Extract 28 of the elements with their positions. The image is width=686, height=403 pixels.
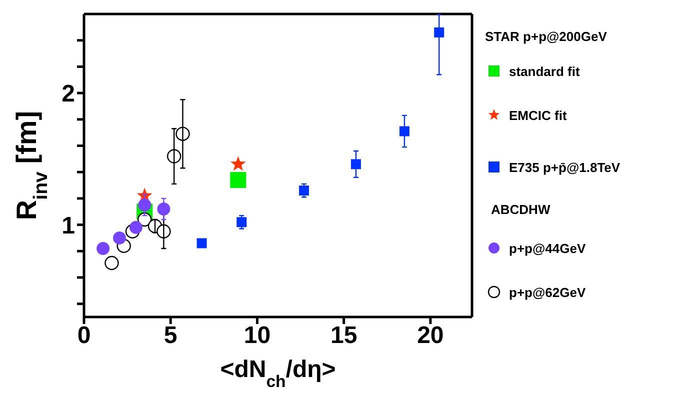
point [166,149,182,164]
point [230,172,246,188]
x-tick-label: 20 [417,322,444,350]
point [236,217,247,228]
point [196,238,207,248]
point [104,256,119,270]
y-tick-label: 1 [62,212,75,240]
point [350,159,361,170]
y-tick-label: 2 [62,80,75,108]
legend-label: EMCIC fit [509,108,567,122]
x-tick-label: 15 [330,322,358,350]
point [138,198,152,212]
legend-label: E735 p+p̄@1.8TeV [509,160,620,174]
point [298,186,309,196]
point [230,156,246,171]
x-tick-label: 0 [77,322,91,350]
text: ABCDHW [491,202,552,217]
point [96,242,110,255]
x-tick-label: 5 [164,322,178,350]
point [434,27,444,38]
legend-label: p+p@44GeV [509,240,586,256]
legend-title: STAR p+p@200GeV [485,29,608,44]
x-axis-title: <dN$_{ch}$/dη> [220,356,336,390]
point [113,231,126,244]
point [399,126,410,136]
x-tick-label: 10 [244,322,271,350]
legend-label: standard fit [509,64,580,78]
legend-label: p+p@62GeV [509,284,586,300]
